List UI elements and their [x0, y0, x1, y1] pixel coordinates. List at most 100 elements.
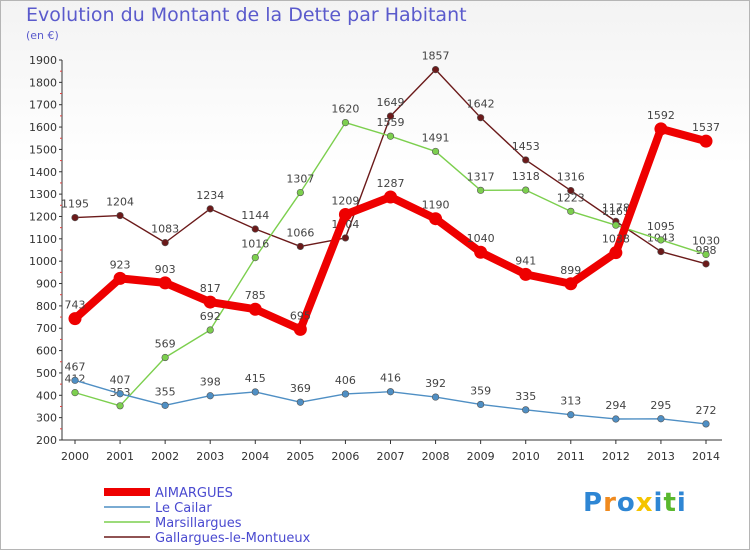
- data-point: [206, 326, 214, 334]
- data-point: [522, 186, 530, 194]
- data-point: [702, 250, 710, 259]
- x-tick-label: 2010: [512, 450, 540, 463]
- data-label: 407: [110, 374, 131, 387]
- data-point: [296, 188, 304, 197]
- data-point: [296, 242, 304, 251]
- data-point: [431, 66, 440, 74]
- y-tick-label: 500: [36, 367, 57, 380]
- data-label: 1095: [647, 220, 675, 233]
- data-label: 785: [245, 289, 266, 302]
- data-point: [386, 132, 395, 140]
- data-label: 415: [245, 372, 266, 385]
- y-tick-label: 600: [36, 345, 57, 358]
- data-label: 272: [696, 404, 717, 417]
- data-point: [293, 322, 307, 336]
- y-tick-label: 700: [36, 322, 57, 335]
- data-point: [341, 390, 350, 398]
- data-label: 1453: [512, 140, 540, 153]
- logo-letter: i: [676, 488, 687, 518]
- x-tick-label: 2005: [286, 450, 314, 463]
- data-label: 1066: [286, 226, 314, 239]
- chart-title: Evolution du Montant de la Dette par Hab…: [26, 4, 467, 26]
- chart-subtitle: (en €): [26, 29, 59, 42]
- data-point: [477, 400, 485, 409]
- y-tick-label: 800: [36, 300, 57, 313]
- logo-letter: t: [663, 488, 677, 518]
- data-point: [113, 271, 127, 285]
- data-point: [609, 246, 623, 260]
- data-label: 294: [605, 399, 626, 412]
- data-point: [71, 389, 79, 397]
- data-label: 1040: [467, 232, 495, 245]
- data-point: [161, 401, 169, 409]
- data-point: [567, 186, 575, 195]
- x-tick-label: 2006: [331, 450, 359, 463]
- data-label: 1016: [241, 238, 269, 251]
- x-tick-label: 2002: [151, 450, 179, 463]
- data-label: 1491: [422, 131, 450, 144]
- data-point: [161, 239, 169, 247]
- data-label: 1537: [692, 121, 720, 134]
- data-point: [564, 277, 578, 291]
- data-point: [657, 236, 665, 244]
- data-label: 369: [290, 382, 311, 395]
- data-point: [699, 134, 713, 148]
- data-point: [251, 388, 259, 396]
- data-point: [341, 118, 350, 127]
- x-tick-label: 2001: [106, 450, 134, 463]
- data-point: [338, 207, 352, 221]
- y-tick-label: 1100: [29, 233, 57, 246]
- data-point: [386, 112, 395, 120]
- proxiti-logo: Proxiti: [583, 488, 687, 518]
- data-label: 295: [650, 399, 671, 412]
- data-point: [71, 376, 79, 384]
- data-label: 1307: [286, 173, 314, 186]
- legend-label: AIMARGUES: [155, 486, 233, 501]
- y-tick-label: 900: [36, 278, 57, 291]
- data-point: [116, 402, 124, 410]
- data-label: 416: [380, 372, 401, 385]
- x-tick-label: 2007: [377, 450, 405, 463]
- data-point: [116, 211, 124, 220]
- data-label: 923: [110, 258, 131, 271]
- data-label: 1178: [602, 201, 630, 214]
- data-point: [702, 420, 710, 428]
- x-tick-label: 2014: [692, 450, 720, 463]
- data-label: 1318: [512, 170, 540, 183]
- data-point: [702, 260, 710, 268]
- data-point: [203, 295, 217, 309]
- data-point: [431, 147, 440, 156]
- y-tick-label: 1200: [29, 210, 57, 223]
- x-tick-label: 2011: [557, 450, 585, 463]
- data-point: [519, 267, 533, 281]
- y-tick-label: 1000: [29, 255, 57, 268]
- data-label: 1209: [331, 194, 359, 207]
- data-point: [477, 114, 485, 122]
- legend-label: Marsillargues: [155, 516, 242, 531]
- logo-letter: o: [616, 488, 636, 518]
- data-label: 1316: [557, 171, 585, 184]
- data-point: [654, 122, 668, 136]
- data-point: [158, 276, 172, 290]
- data-label: 692: [200, 310, 221, 323]
- x-tick-label: 2009: [467, 450, 495, 463]
- data-point: [386, 388, 395, 396]
- data-point: [657, 415, 665, 423]
- data-point: [71, 213, 79, 222]
- y-tick-label: 1500: [29, 143, 57, 156]
- data-point: [161, 353, 169, 362]
- data-point: [477, 186, 485, 194]
- data-label: 1317: [467, 170, 495, 183]
- data-label: 899: [560, 264, 581, 277]
- data-point: [251, 225, 259, 233]
- x-tick-label: 2000: [61, 450, 89, 463]
- data-point: [431, 393, 440, 401]
- data-label: 1592: [647, 109, 675, 122]
- data-label: 1083: [151, 223, 179, 236]
- data-label: 467: [65, 360, 86, 373]
- data-point: [612, 221, 620, 229]
- y-tick-label: 200: [36, 434, 57, 447]
- data-label: 817: [200, 282, 221, 295]
- x-tick-label: 2003: [196, 450, 224, 463]
- data-label: 392: [425, 377, 446, 390]
